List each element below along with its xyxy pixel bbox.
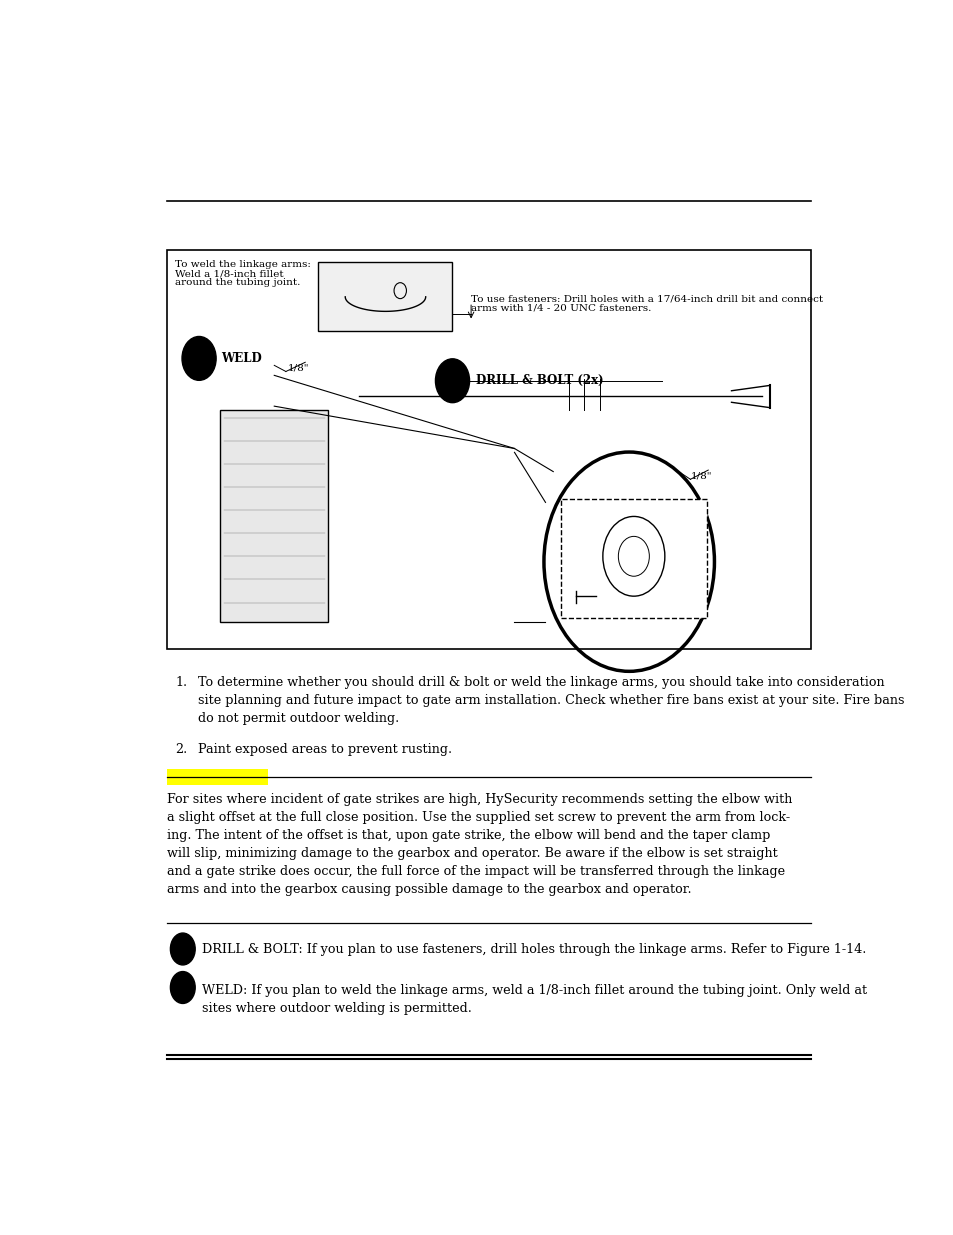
Text: WELD: WELD [221, 352, 262, 364]
Text: 1/8": 1/8" [287, 363, 309, 372]
Text: 1/8": 1/8" [690, 472, 711, 480]
Text: To determine whether you should drill & bolt or weld the linkage arms, you shoul: To determine whether you should drill & … [198, 677, 903, 725]
Bar [167, 769, 268, 785]
Circle shape [182, 336, 216, 380]
Bar [220, 410, 328, 621]
Text: Weld a 1/8-inch fillet: Weld a 1/8-inch fillet [174, 269, 283, 278]
Bar [560, 499, 706, 618]
Circle shape [171, 972, 195, 1004]
Text: DRILL & BOLT (2x): DRILL & BOLT (2x) [476, 374, 602, 388]
Bar [167, 249, 810, 648]
Text: To weld the linkage arms:: To weld the linkage arms: [174, 259, 311, 269]
Text: 1.: 1. [174, 677, 187, 689]
Text: 2.: 2. [174, 743, 187, 756]
Text: For sites where incident of gate strikes are high, HySecurity recommends setting: For sites where incident of gate strikes… [167, 793, 792, 895]
Text: DRILL & BOLT: If you plan to use fasteners, drill holes through the linkage arms: DRILL & BOLT: If you plan to use fastene… [202, 942, 865, 956]
Text: around the tubing joint.: around the tubing joint. [174, 278, 300, 288]
Bar [318, 262, 452, 331]
Text: Paint exposed areas to prevent rusting.: Paint exposed areas to prevent rusting. [198, 743, 452, 756]
Text: WELD: If you plan to weld the linkage arms, weld a 1/8-inch fillet around the tu: WELD: If you plan to weld the linkage ar… [202, 983, 866, 1015]
Text: To use fasteners: Drill holes with a 17/64-inch drill bit and connect: To use fasteners: Drill holes with a 17/… [471, 294, 822, 304]
Text: arms with 1/4 - 20 UNC fasteners.: arms with 1/4 - 20 UNC fasteners. [471, 304, 651, 312]
Circle shape [171, 934, 195, 965]
Circle shape [435, 359, 469, 403]
